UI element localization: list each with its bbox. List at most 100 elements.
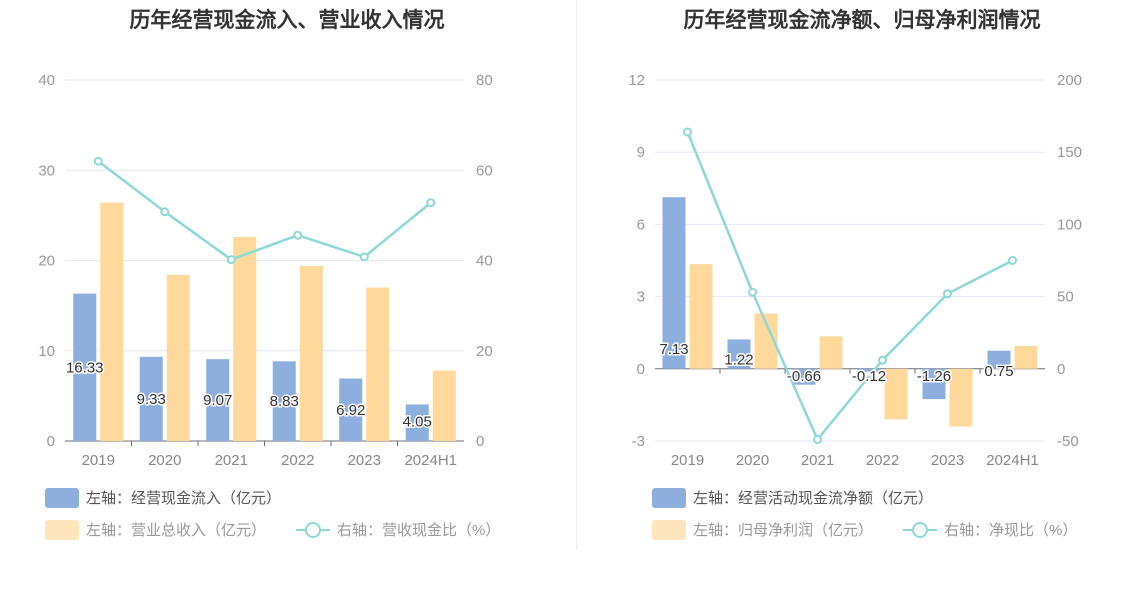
legend-label-cash-inflow: 左轴：经营现金流入（亿元） — [86, 490, 282, 507]
legend-item-revenue-cash-ratio[interactable]: 右轴：营收现金比（%） — [296, 519, 500, 540]
right-axis-tick-label: 60 — [476, 162, 493, 179]
bar-data-label: 9.33 — [137, 391, 166, 408]
bar-primary — [662, 197, 686, 369]
x-axis-category-label: 2020 — [736, 452, 769, 469]
ratio-line — [97, 160, 432, 261]
legend-label-net-cash-ratio: 右轴：净现比（%） — [944, 522, 1078, 539]
bar-data-label: -0.66 — [787, 368, 821, 385]
left-axis-tick-label: -3 — [632, 433, 645, 450]
right-axis-tick-label: 80 — [476, 72, 493, 89]
left-axis-tick-label: 0 — [637, 361, 645, 378]
bar-primary — [857, 368, 881, 372]
legend-label-net-profit: 左轴：归母净利润（亿元） — [693, 522, 874, 539]
legend-swatch-orange — [652, 519, 686, 540]
left-axis-tick-label: 6 — [637, 216, 645, 233]
legend-item-net-cash-flow[interactable]: 左轴：经营活动现金流净额（亿元） — [652, 487, 933, 508]
right-axis-tick-label: 100 — [1057, 216, 1082, 233]
x-axis-category-label: 2024H1 — [404, 452, 457, 469]
left-axis-tick-label: 3 — [637, 289, 645, 306]
bar-primary — [792, 368, 816, 385]
right-axis-tick-label: 150 — [1057, 144, 1082, 161]
bar-data-label: 9.07 — [203, 392, 232, 409]
left-axis-tick-label: 10 — [38, 343, 55, 360]
legend-label-revenue: 左轴：营业总收入（亿元） — [86, 522, 267, 539]
bar-primary — [405, 404, 429, 441]
bar-primary — [727, 339, 751, 369]
bar-primary — [73, 293, 97, 441]
ratio-line-point — [813, 435, 822, 445]
bar-primary — [987, 350, 1011, 369]
bar-data-label: 1.22 — [724, 351, 753, 368]
panel-divider — [576, 0, 577, 550]
legend-item-net-profit[interactable]: 左轴：归母净利润（亿元） — [652, 519, 873, 540]
right-axis-tick-label: 200 — [1057, 72, 1082, 89]
legend-swatch-blue — [652, 487, 686, 508]
left-chart-panel: 历年经营现金流入、营业收入情况 0 10 20 30 40 0 20 40 60 80 2019 20… — [38, 9, 500, 540]
ratio-line-point — [293, 230, 303, 240]
left-chart-title: 历年经营现金流入、营业收入情况 — [129, 9, 445, 32]
bar-secondary — [754, 313, 778, 369]
ratio-line-point — [226, 255, 236, 265]
bar-data-label: 6.92 — [336, 402, 365, 419]
bar-data-label: -0.12 — [852, 368, 886, 385]
bar-secondary — [819, 336, 843, 369]
bar-data-label: 4.05 — [403, 413, 432, 430]
legend-swatch-orange — [45, 519, 79, 540]
bar-primary — [339, 378, 363, 441]
bar-secondary — [366, 287, 390, 441]
bar-data-label: 0.75 — [984, 363, 1013, 380]
left-chart-plot: 0 10 20 30 40 0 20 40 60 80 2019 2020 2021 2022 2023 20… — [38, 72, 493, 469]
right-axis-tick-label: 0 — [1057, 361, 1065, 378]
right-axis-tick-label: -50 — [1057, 433, 1079, 450]
x-axis-category-label: 2020 — [148, 452, 181, 469]
bar-secondary — [1014, 345, 1038, 369]
bar-primary — [206, 359, 230, 441]
ratio-line-point — [748, 287, 757, 297]
right-axis-tick-label: 0 — [476, 433, 484, 450]
right-chart-plot: -3 0 3 6 9 12 -50 0 50 100 150 200 2019 2020 2021 2022 2… — [628, 72, 1082, 469]
legend-label-net-cash-flow: 左轴：经营活动现金流净额（亿元） — [693, 490, 934, 507]
legend-line-marker-icon — [903, 520, 937, 540]
legend-item-revenue[interactable]: 左轴：营业总收入（亿元） — [45, 519, 266, 540]
x-axis-category-label: 2023 — [348, 452, 381, 469]
legend-item-cash-inflow[interactable]: 左轴：经营现金流入（亿元） — [45, 487, 281, 508]
left-axis-tick-label: 40 — [38, 72, 55, 89]
right-chart-panel: 历年经营现金流净额、归母净利润情况 -3 0 3 6 9 12 -50 0 50 100 150 20… — [577, 0, 1147, 589]
x-axis-category-label: 2019 — [82, 452, 115, 469]
left-axis-tick-label: 30 — [38, 162, 55, 179]
bar-secondary — [166, 274, 190, 441]
bar-secondary — [949, 368, 973, 427]
left-axis-tick-label: 9 — [637, 144, 645, 161]
legend-label-revenue-cash-ratio: 右轴：营收现金比（%） — [337, 522, 501, 539]
bar-secondary — [884, 368, 908, 420]
ratio-line-point — [943, 289, 952, 299]
bar-secondary — [100, 202, 124, 441]
x-axis-category-label: 2022 — [866, 452, 899, 469]
ratio-line-point — [683, 127, 692, 137]
right-axis-tick-label: 50 — [1057, 289, 1074, 306]
ratio-line-point — [160, 207, 170, 217]
bar-data-label: 8.83 — [270, 393, 299, 410]
left-axis-tick-label: 20 — [38, 253, 55, 270]
ratio-line-point — [426, 198, 436, 208]
right-axis-tick-label: 20 — [476, 343, 493, 360]
legend-line-marker-icon — [296, 520, 330, 540]
x-axis-category-label: 2022 — [281, 452, 314, 469]
ratio-line-point — [1008, 256, 1017, 265]
bar-secondary — [299, 265, 323, 441]
bar-secondary — [432, 370, 456, 441]
bar-primary — [139, 356, 163, 441]
bar-secondary — [233, 237, 257, 441]
ratio-line — [686, 131, 1014, 442]
ratio-line-point — [93, 156, 103, 166]
left-axis-tick-label: 12 — [628, 72, 645, 89]
bar-data-label: -1.26 — [917, 368, 951, 385]
x-axis-category-label: 2023 — [931, 452, 964, 469]
bar-data-label: 16.33 — [66, 359, 104, 376]
ratio-line-point — [878, 355, 887, 365]
x-axis-category-label: 2019 — [671, 452, 704, 469]
right-axis-tick-label: 40 — [476, 253, 493, 270]
x-axis-category-label: 2024H1 — [986, 452, 1039, 469]
bar-secondary — [689, 264, 713, 369]
legend-item-net-cash-ratio[interactable]: 右轴：净现比（%） — [903, 519, 1077, 540]
